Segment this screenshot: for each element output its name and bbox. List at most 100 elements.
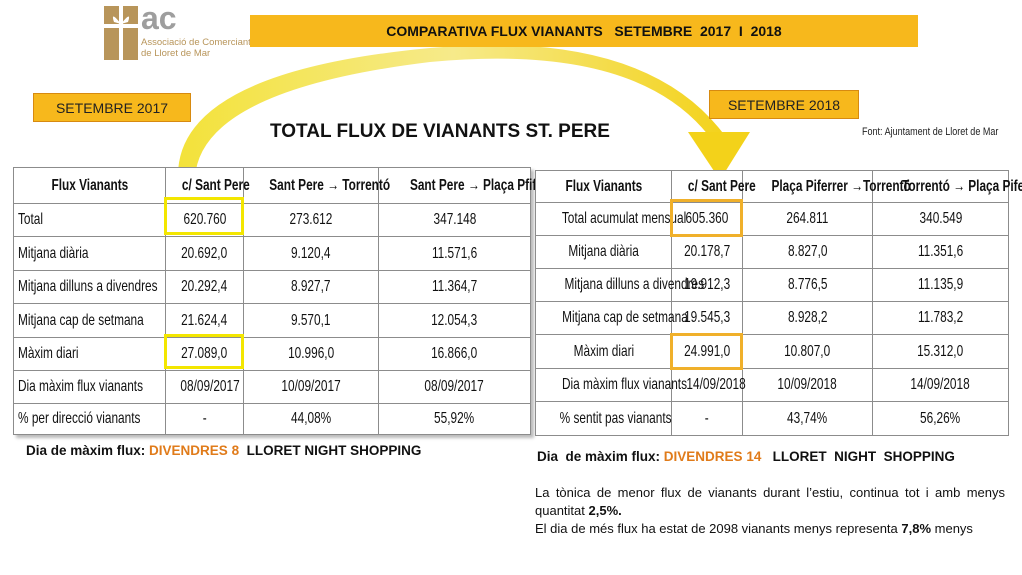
cell-text: Mitjana cap de setmana <box>18 311 144 329</box>
table-cell: 12.054,3 <box>378 303 531 338</box>
period-label: SETEMBRE 2017 <box>33 93 191 122</box>
data-table: Flux Vianants c/ Sant Pere Sant Pere → Tor… <box>13 167 563 435</box>
cell-text: 08/09/2017 <box>424 378 485 395</box>
cell-text: 347.148 <box>433 211 476 228</box>
note: El dia de més flux ha estat de 2098 vian… <box>535 520 1005 538</box>
table-cell: Mitjana dilluns a divendres <box>13 270 166 304</box>
cell-text: c/ Sant Pere <box>181 176 250 194</box>
curved-arrow <box>177 44 729 178</box>
table-cell: 21.624,4 <box>165 303 244 338</box>
cell-text: 24.991,0 <box>684 342 731 360</box>
table-cell: 11.571,6 <box>378 236 531 271</box>
cell-text: 19.912,3 <box>684 276 731 293</box>
table-cell: 11.783,2 <box>872 301 1009 335</box>
header-cell: Flux Vianants <box>13 167 166 204</box>
cell-text: Dia màxim flux vianants <box>18 378 144 395</box>
cell-text: 14/09/2018 <box>686 376 746 393</box>
cell-text: 10/09/2017 <box>281 378 341 395</box>
cell-text: Torrentó → Plaça Piferrer <box>902 177 1022 195</box>
cell-text: 44,08% <box>290 410 332 427</box>
cell-text: Mitjana diària <box>18 244 89 262</box>
period-label: SETEMBRE 2018 <box>709 90 859 119</box>
cell-text: - <box>705 409 709 427</box>
cell-text: 8.776,5 <box>787 276 828 293</box>
cell-text: 11.783,2 <box>917 309 964 326</box>
cell-text: 9.570,1 <box>291 311 331 329</box>
table-cell: % sentit pas vianants <box>535 401 672 436</box>
table-cell: Mitjana cap de setmana <box>13 303 166 338</box>
cell-text: 56,26% <box>920 409 961 427</box>
cell-text: 15.312,0 <box>917 342 964 360</box>
table-cell: 16.866,0 <box>378 337 531 371</box>
note-text: menys <box>931 521 973 536</box>
cell-text: Dia màxim flux vianants <box>561 376 687 393</box>
table-cell: 19.545,3 <box>671 301 743 335</box>
notes: La tònica de menor flux de vianants dura… <box>535 484 1005 538</box>
cell-text: 340.549 <box>919 210 962 227</box>
table-cell: 08/09/2017 <box>165 370 244 404</box>
caption-event: LLORET NIGHT SHOPPING <box>761 449 955 464</box>
table-row: % per direcció vianants - 44,08% 55,92% <box>13 403 531 435</box>
table-cell: 24.991,0 <box>671 334 743 369</box>
caption: Dia de màxim flux: DIVENDRES 8 LLORET NI… <box>26 443 421 458</box>
heading: TOTAL FLUX DE VIANANTS ST. PERE <box>270 121 610 142</box>
highlight <box>670 333 743 370</box>
table-cell: 20.292,4 <box>165 270 244 304</box>
table-cell: 340.549 <box>872 202 1009 236</box>
cell-text: 11.351,6 <box>917 243 964 260</box>
table-cell: 11.364,7 <box>378 270 531 304</box>
header-cell: Plaça Piferrer →Torrentó <box>742 170 911 203</box>
note: La tònica de menor flux de vianants dura… <box>535 484 1005 520</box>
cell-text: 11.571,6 <box>431 244 478 262</box>
cell-text: 11.135,9 <box>917 276 964 293</box>
table-cell: 27.089,0 <box>165 337 244 371</box>
table-row: Dia màxim flux vianants 14/09/2018 10/09/2… <box>535 368 1009 402</box>
cell-text: 20.692,0 <box>181 244 228 262</box>
table-cell: 08/09/2017 <box>378 370 531 404</box>
table-cell: 8.776,5 <box>742 268 873 302</box>
cell-text: 273.612 <box>289 211 333 228</box>
table-cell: Total <box>13 203 166 237</box>
cell-text: 10/09/2018 <box>777 376 838 393</box>
table-cell: 55,92% <box>378 403 531 435</box>
cell-text: Sant Pere → Torrentó <box>269 176 391 194</box>
table-row: Màxim diari 27.089,0 10.996,0 16.866,0 <box>13 337 531 371</box>
cell-text: 21.624,4 <box>181 311 228 329</box>
cell-text: Total acumulat mensual <box>561 210 687 227</box>
header-cell: Torrentó → Plaça Piferrer <box>872 170 1022 203</box>
table-row: Total 620.760 273.612 347.148 <box>13 203 531 237</box>
cell-text: 08/09/2017 <box>180 378 240 395</box>
table-row: Mitjana dilluns a divendres 19.912,3 8.776… <box>535 268 1009 302</box>
table-cell: 56,26% <box>872 401 1009 436</box>
table-cell: Mitjana diària <box>535 235 672 269</box>
title-bar: COMPARATIVA FLUX VIANANTS SETEMBRE 2017 … <box>250 15 918 47</box>
cell-text: Mitjana dilluns a divendres <box>564 276 705 293</box>
cell-text: Total <box>18 211 44 228</box>
cell-text: Mitjana diària <box>568 243 639 260</box>
table-cell: 14/09/2018 <box>872 368 1009 402</box>
table-cell: 10.807,0 <box>742 334 873 369</box>
cell-text: 20.178,7 <box>684 243 731 260</box>
cell-text: Flux Vianants <box>565 177 642 195</box>
header-row: Flux Vianants c/ Sant Pere Plaça Piferrer … <box>535 170 1022 203</box>
table-cell: 10/09/2017 <box>243 370 379 404</box>
table-row: Mitjana cap de setmana 21.624,4 9.570,1 12.… <box>13 303 531 338</box>
table-cell: 19.912,3 <box>671 268 743 302</box>
table-cell: 43,74% <box>742 401 873 436</box>
table-row: Mitjana dilluns a divendres 20.292,4 8.927… <box>13 270 531 304</box>
table-cell: 264.811 <box>742 202 873 236</box>
source: Font: Ajuntament de Lloret de Mar <box>862 126 999 138</box>
note-bold: 7,8% <box>901 521 932 536</box>
caption-day: DIVENDRES 8 <box>149 443 240 458</box>
table-cell: 9.570,1 <box>243 303 379 338</box>
highlight <box>670 199 743 237</box>
cell-text: % sentit pas vianants <box>559 409 672 427</box>
cell-text: 9.120,4 <box>291 244 331 262</box>
cell-text: 43,74% <box>787 409 828 427</box>
table-cell: Mitjana diària <box>13 236 166 271</box>
cell-text: Mitjana cap de setmana <box>562 309 688 326</box>
table-row: Dia màxim flux vianants 08/09/2017 10/09/2… <box>13 370 531 404</box>
logo-line: de Lloret de Mar <box>141 48 211 59</box>
